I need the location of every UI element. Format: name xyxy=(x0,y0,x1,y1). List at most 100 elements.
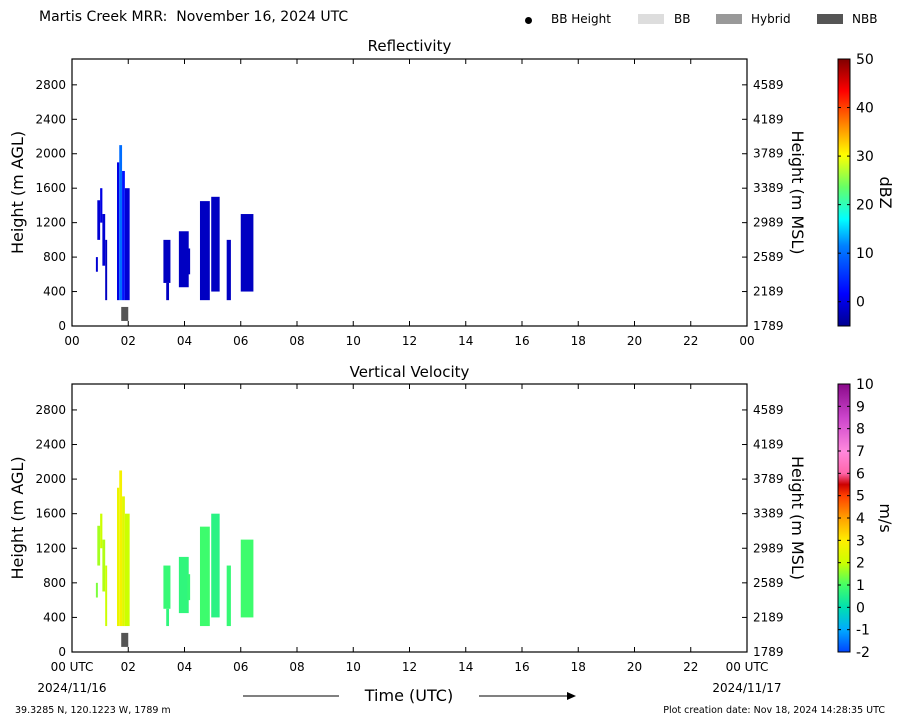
velocity-xtick-label: 02 xyxy=(121,660,136,674)
velocity-colorbar-label: m/s xyxy=(876,503,895,532)
velocity-xtick-label: 20 xyxy=(627,660,642,674)
velocity-ytick-label: 800 xyxy=(43,576,66,590)
velocity-data-cell xyxy=(178,556,189,614)
reflectivity-xtick-label: 08 xyxy=(289,334,304,348)
reflectivity-colorbar-tick-label: 20 xyxy=(856,198,874,214)
velocity-colorbar-tick-label: 9 xyxy=(856,399,865,415)
reflectivity-y2tick-label: 1789 xyxy=(753,319,784,333)
reflectivity-data-cell xyxy=(226,239,231,301)
reflectivity-plot-frame xyxy=(71,58,748,327)
velocity-bb-marker xyxy=(121,632,129,647)
reflectivity-xtick-label: 12 xyxy=(402,334,417,348)
velocity-data-cell xyxy=(199,526,210,627)
velocity-xtick-label: 14 xyxy=(458,660,473,674)
velocity-data-cell xyxy=(124,513,130,627)
velocity-y2label: Height (m MSL) xyxy=(788,456,807,580)
velocity-colorbar-tick-label: -2 xyxy=(856,645,870,661)
reflectivity-xtick-label: 00 xyxy=(64,334,79,348)
reflectivity-ylabel: Height (m AGL) xyxy=(8,131,27,254)
reflectivity-colorbar xyxy=(837,58,851,327)
velocity-ytick-label: 1600 xyxy=(35,507,66,521)
velocity-y2tick-label: 3789 xyxy=(753,472,784,486)
velocity-ytick-label: 2800 xyxy=(35,403,66,417)
velocity-y2tick-label: 4589 xyxy=(753,403,784,417)
reflectivity-data-cell xyxy=(178,231,189,288)
velocity-data-cell xyxy=(119,470,123,627)
velocity-y2tick-label: 4189 xyxy=(753,438,784,452)
reflectivity-data-cell xyxy=(187,248,191,275)
velocity-xtick-label: 10 xyxy=(346,660,361,674)
velocity-xtick-label: 22 xyxy=(683,660,698,674)
velocity-colorbar-tick-label: 1 xyxy=(856,578,865,594)
reflectivity-y2tick-label: 3789 xyxy=(753,147,784,161)
velocity-data-cell xyxy=(187,574,191,601)
velocity-ytick-label: 2000 xyxy=(35,472,66,486)
reflectivity-data-cell xyxy=(117,162,120,301)
reflectivity-xtick-label: 10 xyxy=(346,334,361,348)
velocity-xtick-label: 16 xyxy=(514,660,529,674)
reflectivity-data-cell xyxy=(163,239,171,283)
velocity-colorbar-tick-label: 6 xyxy=(856,466,865,482)
reflectivity-xtick-label: 04 xyxy=(177,334,192,348)
hybrid-swatch-icon xyxy=(716,14,742,24)
reflectivity-y2label: Height (m MSL) xyxy=(788,130,807,254)
bb-swatch-icon xyxy=(638,14,664,24)
velocity-colorbar-tick-label: 0 xyxy=(856,600,865,616)
legend-label-hybrid: Hybrid xyxy=(751,12,791,26)
velocity-data-cell xyxy=(97,525,101,566)
reflectivity-ytick-label: 400 xyxy=(43,285,66,299)
figure-title: Martis Creek MRR: November 16, 2024 UTC xyxy=(39,9,349,25)
reflectivity-panel-title: Reflectivity xyxy=(368,37,452,55)
velocity-colorbar-tick-label: 8 xyxy=(856,422,865,438)
velocity-data-cell xyxy=(95,582,98,598)
velocity-colorbar-tick-label: -1 xyxy=(856,623,870,639)
reflectivity-data-cell xyxy=(100,188,103,223)
reflectivity-colorbar-tick-label: 50 xyxy=(856,52,874,68)
velocity-y2tick-label: 3389 xyxy=(753,507,784,521)
reflectivity-data-cell xyxy=(199,201,210,301)
velocity-colorbar-tick-label: 5 xyxy=(856,489,865,505)
reflectivity-data-cell xyxy=(95,257,98,272)
reflectivity-xtick-label: 18 xyxy=(571,334,586,348)
reflectivity-xtick-label: 20 xyxy=(627,334,642,348)
nbb-swatch-icon xyxy=(817,14,843,24)
velocity-colorbar-tick-label: 4 xyxy=(856,511,865,527)
velocity-panel-title: Vertical Velocity xyxy=(350,363,470,381)
legend-label-bb: BB xyxy=(674,12,691,26)
reflectivity-data-cell xyxy=(211,196,220,292)
date-end-label: 2024/11/17 xyxy=(712,681,781,695)
legend-label-nbb: NBB xyxy=(852,12,878,26)
reflectivity-colorbar-tick-label: 0 xyxy=(856,295,865,311)
reflectivity-data-cell xyxy=(166,282,170,301)
velocity-xtick-label: 08 xyxy=(289,660,304,674)
reflectivity-data-cell xyxy=(105,239,108,301)
velocity-data-cell xyxy=(226,565,231,627)
reflectivity-data-cell xyxy=(124,188,130,301)
velocity-xtick-label: 12 xyxy=(402,660,417,674)
velocity-ylabel: Height (m AGL) xyxy=(8,456,27,579)
velocity-ytick-label: 2400 xyxy=(35,438,66,452)
velocity-xtick-label: 00 UTC xyxy=(726,660,769,674)
reflectivity-xtick-label: 02 xyxy=(121,334,136,348)
reflectivity-bb-marker xyxy=(121,306,129,321)
reflectivity-data-cell xyxy=(119,145,123,301)
reflectivity-xtick-label: 14 xyxy=(458,334,473,348)
reflectivity-ytick-label: 1200 xyxy=(35,216,66,230)
velocity-ytick-label: 400 xyxy=(43,610,66,624)
location-text: 39.3285 N, 120.1223 W, 1789 m xyxy=(15,705,171,716)
reflectivity-ytick-label: 1600 xyxy=(35,181,66,195)
date-start-label: 2024/11/16 xyxy=(37,681,106,695)
reflectivity-colorbar-tick-label: 10 xyxy=(856,246,874,262)
velocity-y2tick-label: 1789 xyxy=(753,645,784,659)
velocity-plot-frame xyxy=(71,383,748,653)
reflectivity-xtick-label: 16 xyxy=(514,334,529,348)
reflectivity-data-cell xyxy=(122,170,125,301)
reflectivity-y2tick-label: 4189 xyxy=(753,112,784,126)
velocity-colorbar-tick-label: 2 xyxy=(856,556,865,572)
reflectivity-ytick-label: 2000 xyxy=(35,147,66,161)
reflectivity-xtick-label: 22 xyxy=(683,334,698,348)
velocity-colorbar-tick-label: 10 xyxy=(856,377,874,393)
reflectivity-data-cell xyxy=(102,214,106,266)
velocity-xtick-label: 06 xyxy=(233,660,248,674)
